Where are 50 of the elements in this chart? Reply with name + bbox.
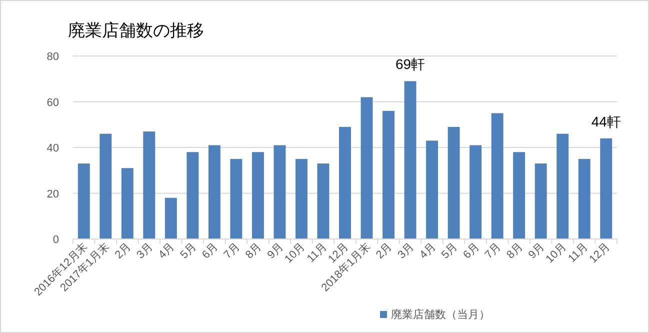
bar bbox=[295, 158, 308, 239]
bar bbox=[578, 158, 590, 239]
x-tick-label: 7月 bbox=[482, 240, 504, 262]
bar bbox=[208, 145, 220, 239]
bar bbox=[274, 145, 286, 239]
x-tick-label: 6月 bbox=[461, 240, 482, 262]
bar bbox=[78, 164, 90, 239]
x-tick-label: 3月 bbox=[134, 240, 156, 262]
bar bbox=[143, 131, 156, 239]
x-tick-label: 5月 bbox=[439, 240, 460, 262]
bar bbox=[100, 134, 112, 239]
bar bbox=[534, 164, 547, 239]
bar bbox=[186, 152, 199, 239]
bar bbox=[230, 158, 242, 239]
x-tick-label: 7月 bbox=[222, 240, 242, 262]
bar bbox=[491, 113, 504, 239]
x-tick-label: 8月 bbox=[243, 240, 264, 262]
bar bbox=[164, 198, 177, 239]
bar bbox=[317, 164, 330, 239]
bar bbox=[556, 134, 569, 239]
y-tick-label: 80 bbox=[46, 51, 59, 63]
x-tick-label: 11月 bbox=[305, 240, 330, 265]
bar bbox=[121, 168, 134, 239]
legend: 廃業店舗数（当月） bbox=[380, 309, 490, 321]
y-tick-label: 20 bbox=[46, 188, 59, 200]
chart-title: 廃業店舗数の推移 bbox=[68, 21, 204, 40]
x-tick-label: 4月 bbox=[418, 240, 438, 262]
x-tick-label: 6月 bbox=[200, 240, 221, 262]
bar bbox=[513, 152, 526, 239]
data-label: 69軒 bbox=[395, 56, 426, 72]
y-tick-label: 60 bbox=[46, 96, 59, 109]
bar bbox=[360, 97, 373, 239]
x-tick-label: 8月 bbox=[504, 240, 526, 262]
bar bbox=[470, 145, 482, 239]
bar bbox=[600, 138, 612, 239]
bar bbox=[404, 81, 416, 239]
bar bbox=[382, 110, 395, 239]
y-tick-label: 40 bbox=[46, 142, 59, 154]
x-tick-label: 2月 bbox=[112, 240, 134, 262]
bar bbox=[339, 126, 351, 239]
x-tick-label: 2月 bbox=[374, 240, 395, 262]
bar bbox=[448, 126, 460, 239]
y-tick-label: 0 bbox=[52, 234, 59, 246]
bar bbox=[252, 152, 264, 239]
x-tick-label: 4月 bbox=[156, 240, 178, 262]
data-label: 44軒 bbox=[591, 113, 621, 130]
legend-label: 廃業店舗数（当月） bbox=[391, 308, 490, 321]
x-tick-label: 3月 bbox=[396, 240, 416, 262]
x-tick-label: 5月 bbox=[178, 240, 199, 262]
bar bbox=[426, 140, 438, 239]
